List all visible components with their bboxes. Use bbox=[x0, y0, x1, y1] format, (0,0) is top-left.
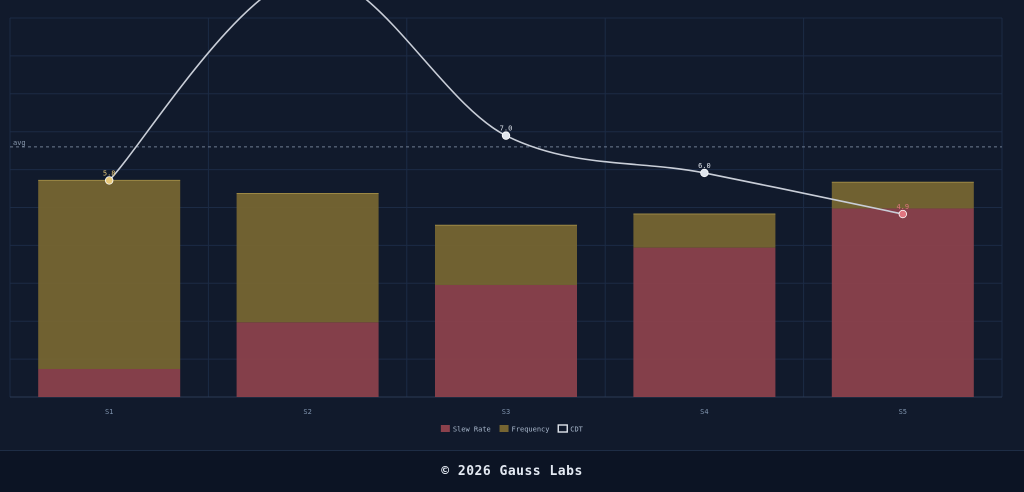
bar-frequency bbox=[435, 225, 577, 285]
legend-swatch-frequency bbox=[499, 425, 509, 432]
bar-slew-rate bbox=[236, 322, 379, 397]
x-tick-layer: S1 S2 S3 S4 S5 bbox=[105, 408, 907, 416]
legend-swatch-slew-rate bbox=[440, 425, 450, 432]
legend-swatch-cdt bbox=[557, 424, 568, 433]
bar-layer bbox=[38, 179, 974, 397]
cdt-point-label: 6.0 bbox=[698, 162, 711, 170]
average-label: avg bbox=[13, 139, 26, 147]
x-tick-label: S4 bbox=[700, 408, 708, 416]
legend-label: Frequency bbox=[512, 426, 550, 434]
legend-label: Slew Rate bbox=[453, 426, 491, 434]
x-tick-label: S5 bbox=[899, 408, 907, 416]
cdt-point bbox=[501, 131, 511, 140]
x-tick-label: S3 bbox=[502, 408, 510, 416]
bar-frequency bbox=[38, 180, 181, 369]
bar-slew-rate bbox=[435, 284, 577, 397]
cdt-point-label: 7.0 bbox=[500, 125, 513, 133]
cdt-point-label: 4.9 bbox=[896, 203, 909, 211]
legend-label: CDT bbox=[570, 426, 583, 434]
cdt-point bbox=[700, 168, 709, 178]
bar-frequency bbox=[236, 193, 379, 323]
cdt-point bbox=[898, 209, 907, 219]
x-tick-label: S2 bbox=[303, 408, 311, 416]
x-tick-label: S1 bbox=[105, 408, 113, 416]
bar-frequency bbox=[633, 214, 776, 248]
legend: Slew Rate Frequency CDT bbox=[440, 424, 584, 434]
cdt-point-label: 5.8 bbox=[103, 169, 116, 177]
cdt-line bbox=[108, 0, 903, 215]
average-line-layer: avg bbox=[10, 139, 1002, 148]
footer: © 2026 Gauss Labs bbox=[0, 450, 1024, 492]
line-layer: 5.811.37.06.04.9 bbox=[103, 0, 909, 219]
footer-text: © 2026 Gauss Labs bbox=[441, 464, 583, 479]
bar-slew-rate bbox=[38, 368, 181, 397]
cdt-point bbox=[104, 176, 114, 185]
bar-slew-rate bbox=[831, 208, 974, 397]
bar-slew-rate bbox=[633, 247, 776, 397]
